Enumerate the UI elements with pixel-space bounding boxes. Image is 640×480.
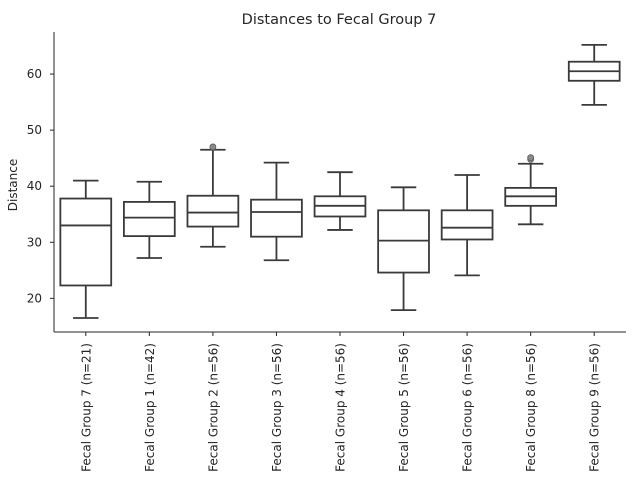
x-tick-label: Fecal Group 8 (n=56) bbox=[524, 343, 538, 472]
x-tick-label: Fecal Group 6 (n=56) bbox=[461, 343, 475, 472]
y-tick-label: 30 bbox=[27, 235, 42, 249]
outlier-point bbox=[209, 143, 217, 151]
y-tick-label: 20 bbox=[27, 291, 42, 305]
y-tick-label: 40 bbox=[27, 179, 42, 193]
box-group bbox=[250, 161, 303, 262]
x-tick-label: Fecal Group 4 (n=56) bbox=[334, 343, 348, 472]
outlier-point bbox=[527, 154, 535, 162]
chart-title: Distances to Fecal Group 7 bbox=[242, 12, 437, 28]
box-group bbox=[504, 154, 557, 226]
box-group bbox=[186, 143, 240, 248]
y-tick-label: 50 bbox=[27, 123, 42, 137]
box-iqr bbox=[123, 201, 176, 238]
box-group bbox=[313, 171, 367, 231]
box-group bbox=[59, 179, 113, 319]
x-tick-label: Fecal Group 2 (n=56) bbox=[206, 343, 220, 472]
x-tick-label: Fecal Group 5 (n=56) bbox=[397, 343, 411, 472]
y-tick-label: 60 bbox=[27, 67, 42, 81]
box-group bbox=[440, 174, 494, 277]
boxes bbox=[59, 43, 621, 319]
box-iqr bbox=[440, 209, 494, 241]
box-group bbox=[123, 180, 176, 259]
y-axis-label: Distance bbox=[6, 159, 20, 211]
box-group bbox=[377, 186, 430, 312]
x-tick-label: Fecal Group 9 (n=56) bbox=[588, 343, 602, 472]
box-group bbox=[567, 43, 621, 106]
box-iqr bbox=[250, 198, 303, 238]
box-iqr bbox=[186, 194, 240, 228]
box-iqr bbox=[59, 197, 113, 287]
y-ticks: 20 30 40 50 60 bbox=[27, 67, 54, 305]
x-tick-label: Fecal Group 1 (n=42) bbox=[143, 343, 157, 472]
x-ticks: Fecal Group 7 (n=21) Fecal Group 1 (n=42)… bbox=[79, 332, 602, 472]
x-tick-label: Fecal Group 7 (n=21) bbox=[79, 343, 93, 472]
x-tick-label: Fecal Group 3 (n=56) bbox=[270, 343, 284, 472]
